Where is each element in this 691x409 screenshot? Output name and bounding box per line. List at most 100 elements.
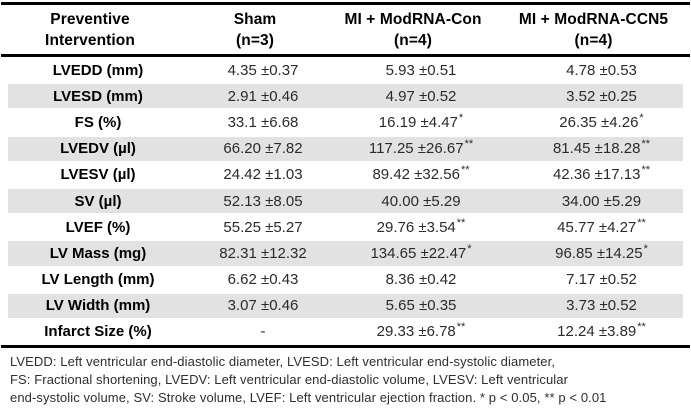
table-row: LVESV (µl) 24.42 ±1.03 89.42 ±32.56** 42.36… [0, 162, 691, 188]
measurement-value: 45.77 ±4.27 [557, 218, 637, 236]
table-body: LVEDD (mm) 4.35 ±0.37 5.93 ±0.51 4.78 ±0.53… [0, 57, 691, 345]
cell-value: 3.52 ±0.25 [504, 88, 691, 105]
cell-value: 81.45 ±18.28** [504, 138, 691, 158]
measurement-value: 12.24 ±3.89 [557, 323, 637, 341]
column-header: Sham (n=3) [180, 9, 330, 51]
cell-value: 3.73 ±0.52 [504, 297, 691, 314]
row-label: LVESD (mm) [53, 87, 143, 105]
table-footnote: LVEDD: Left ventricular end-diastolic di… [0, 348, 691, 407]
top-rule [1, 2, 690, 5]
cell-value: 52.13 ±8.05 [188, 193, 338, 210]
table-header-row: Preventive Intervention Sham (n=3) MI + ModR… [0, 5, 691, 54]
cell-value: 29.33 ±6.78** [338, 322, 504, 341]
table-row: LV Length (mm) 6.62 ±0.43 8.36 ±0.42 7.17 ±… [0, 267, 691, 293]
significance-marker: * [467, 242, 472, 255]
cell-value: 96.85 ±14.25* [504, 243, 691, 262]
measurement-value: 34.00 ±5.29 [561, 192, 642, 210]
cell-value: 66.20 ±7.82 [188, 140, 338, 157]
measurement-value: 81.45 ±18.28 [552, 140, 641, 158]
measurement-value: 33.1 ±6.68 [227, 113, 299, 131]
cell-value: 2.91 ±0.46 [188, 88, 338, 105]
table-row: SV (µl) 52.13 ±8.05 40.00 ±5.29 34.00 ±5.29 [0, 188, 691, 214]
cell-value: 117.25 ±26.67** [338, 138, 504, 158]
measurement-value: 7.17 ±0.52 [566, 271, 637, 289]
column-header-line2: Intervention [45, 31, 135, 49]
measurement-value: 117.25 ±26.67 [368, 140, 464, 158]
footnote-line: end-systolic volume, SV: Stroke volume, … [10, 390, 607, 406]
table-row: Infarct Size (%) -29.33 ±6.78** 12.24 ±3.8… [0, 319, 691, 345]
measurement-value: 3.52 ±0.25 [566, 87, 637, 105]
cell-value: 4.35 ±0.37 [188, 62, 338, 79]
measurement-value: 52.13 ±8.05 [223, 192, 303, 210]
significance-marker: ** [456, 216, 466, 229]
cell-value: 4.97 ±0.52 [338, 88, 504, 105]
significance-marker: ** [641, 138, 651, 151]
cell-value: 45.77 ±4.27** [504, 216, 691, 236]
cell-value: 40.00 ±5.29 [338, 193, 504, 210]
measurement-value: - [260, 323, 266, 341]
measurement-value: 89.42 ±32.56 [372, 166, 460, 184]
table-row: FS (%) 33.1 ±6.68 16.19 ±4.47* 26.35 ±4.26* [0, 109, 691, 135]
cell-value: 3.07 ±0.46 [188, 297, 338, 314]
measurement-value: 42.36 ±17.13 [552, 166, 641, 184]
measurement-value: 3.07 ±0.46 [227, 297, 299, 315]
column-header-line1: MI + ModRNA-Con [344, 10, 482, 28]
cell-value: 34.00 ±5.29 [504, 193, 691, 210]
column-header-line1: MI + ModRNA-CCN5 [518, 10, 669, 28]
row-label: FS (%) [74, 113, 122, 131]
cell-value: 26.35 ±4.26* [504, 111, 691, 131]
cell-value: 29.76 ±3.54** [338, 216, 504, 236]
measurement-value: 29.76 ±3.54 [376, 218, 456, 236]
table-row: LVEF (%) 55.25 ±5.27 29.76 ±3.54** 45.77 ±4… [0, 214, 691, 240]
row-label: SV (µl) [74, 192, 122, 210]
cell-value: 7.17 ±0.52 [504, 271, 691, 288]
cell-value: 4.78 ±0.53 [504, 62, 691, 79]
significance-marker: * [458, 111, 464, 124]
row-label: LVESV (µl) [60, 166, 136, 184]
cell-value: 89.42 ±32.56** [338, 164, 504, 184]
measurement-value: 2.91 ±0.46 [227, 87, 299, 105]
measurement-value: 6.62 ±0.43 [227, 271, 299, 289]
measurement-value: 8.36 ±0.42 [385, 271, 457, 289]
cell-value: 16.19 ±4.47* [338, 111, 504, 131]
measurement-value: 3.73 ±0.52 [566, 297, 637, 315]
table-row: LVESD (mm) 2.91 ±0.46 4.97 ±0.52 3.52 ±0.25 [0, 83, 691, 109]
cell-value: 5.93 ±0.51 [338, 62, 504, 79]
footnote-line: FS: Fractional shortening, LVEDV: Left v… [10, 372, 569, 388]
measurement-value: 29.33 ±6.78 [376, 323, 456, 341]
column-header: Preventive Intervention [0, 9, 180, 51]
measurement-value: 26.35 ±4.26 [559, 113, 639, 131]
significance-marker: ** [460, 164, 470, 177]
cell-value: 134.65 ±22.47* [338, 242, 504, 262]
row-label: LVEF (%) [65, 218, 131, 236]
measurement-value: 16.19 ±4.47 [378, 113, 458, 131]
cell-value: 6.62 ±0.43 [188, 271, 338, 288]
measurement-value: 134.65 ±22.47 [370, 244, 467, 262]
cell-value: 12.24 ±3.89** [504, 321, 691, 341]
cell-value: 24.42 ±1.03 [188, 166, 338, 183]
measurement-value: 5.93 ±0.51 [385, 61, 457, 79]
row-label: LVEDD (mm) [52, 61, 144, 79]
table-row: LVEDD (mm) 4.35 ±0.37 5.93 ±0.51 4.78 ±0.53 [0, 57, 691, 83]
header-divider-rule [1, 54, 690, 57]
cell-value: 8.36 ±0.42 [338, 271, 504, 288]
table-row: LVEDV (µl) 66.20 ±7.82 117.25 ±26.67** 81.4… [0, 136, 691, 162]
table-row: LV Width (mm) 3.07 ±0.46 5.65 ±0.35 3.73 ±0… [0, 293, 691, 319]
row-label: Infarct Size (%) [44, 323, 152, 341]
column-header-line2: (n=3) [236, 31, 274, 49]
measurement-value: 4.97 ±0.52 [385, 87, 457, 105]
measurement-value: 24.42 ±1.03 [223, 166, 303, 184]
column-header-line1: Sham [233, 10, 277, 28]
significance-marker: * [639, 111, 644, 124]
cell-value: - [188, 323, 338, 340]
measurement-value: 4.78 ±0.53 [566, 61, 637, 79]
significance-marker: ** [637, 321, 646, 334]
row-label: LV Length (mm) [41, 271, 155, 289]
significance-marker: ** [637, 216, 646, 229]
significance-marker: ** [464, 138, 474, 151]
footnote-line: LVEDD: Left ventricular end-diastolic di… [10, 354, 556, 370]
column-header-line1: Preventive [50, 10, 130, 28]
row-label: LVEDV (µl) [60, 140, 136, 158]
measurement-value: 40.00 ±5.29 [381, 192, 461, 210]
cell-value: 33.1 ±6.68 [188, 114, 338, 131]
